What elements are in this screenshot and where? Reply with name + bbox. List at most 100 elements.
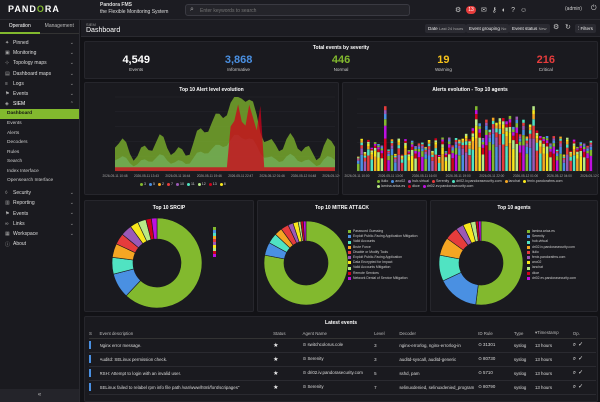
submenu-events[interactable]: Events — [7, 120, 22, 126]
donut-slice[interactable] — [151, 217, 158, 240]
submenu-rules[interactable]: Rules — [7, 149, 20, 155]
alert-legend-item[interactable]: 13 — [208, 182, 217, 186]
settings-icon[interactable]: ⚙ — [553, 24, 560, 31]
tab-operation[interactable]: Operation — [0, 20, 40, 34]
sidebar-item-events[interactable]: ⚑ Events ⌄ — [0, 89, 79, 99]
agents-legend-item[interactable]: dri02.iv.pandorasecurity.com — [452, 179, 502, 183]
legend-item[interactable]: Valid Accounts — [348, 239, 417, 244]
agent-name[interactable]: dri02.iv.pandorasecurity.com — [307, 370, 363, 375]
legend-item[interactable]: hub-virtual — [527, 239, 576, 244]
legend-item[interactable]: dkce — [527, 271, 576, 276]
user-name[interactable]: (admin) — [565, 6, 582, 12]
legend-item[interactable] — [213, 254, 218, 257]
legend-item[interactable]: ilulio — [527, 250, 576, 255]
alert-legend-item[interactable]: 2 — [158, 182, 164, 186]
sidebar-item-logs[interactable]: ≡ Logs ⌄ — [0, 79, 79, 89]
rule-id[interactable]: 31301 — [483, 342, 496, 347]
donut-slice[interactable] — [475, 220, 524, 306]
user-icon[interactable]: ☺ — [520, 6, 528, 14]
table-row[interactable]: SELinux failed to relabel rpm info file … — [89, 380, 596, 395]
zoom-icon[interactable]: ⌕ — [572, 384, 577, 390]
agent-name[interactable]: Serenity — [307, 356, 324, 361]
star-icon[interactable]: ★ — [273, 370, 279, 377]
zoom-icon[interactable]: ⌕ — [572, 356, 577, 362]
rule-id[interactable]: 80730 — [483, 356, 496, 361]
legend-item[interactable] — [213, 239, 218, 242]
agents-legend-item[interactable]: dkce — [408, 184, 420, 188]
alert-legend-item[interactable]: 5 — [149, 182, 155, 186]
agents-legend-item[interactable]: dri02.ev.pandorasecurity.com — [422, 184, 473, 188]
legend-item[interactable] — [213, 245, 218, 248]
table-row[interactable]: Nginx error message. ★ ⊙ switchcolorus.col… — [89, 338, 596, 353]
legend-item[interactable]: lanchat — [527, 265, 576, 270]
donut-slice[interactable] — [303, 220, 307, 242]
sidebar-item-security[interactable]: ◊ Security ⌄ — [0, 188, 79, 198]
event-status-filter[interactable]: Event status New — [509, 24, 550, 33]
legend-item[interactable]: ano02 — [527, 260, 576, 265]
breadcrumb[interactable]: SIEM — [86, 22, 96, 27]
submenu-dashboard[interactable]: Dashboard — [0, 109, 79, 119]
system-icon[interactable]: ◐ — [501, 6, 507, 14]
legend-item[interactable] — [213, 233, 218, 236]
legend-item[interactable]: Data Encrypted for Impact — [348, 260, 417, 265]
zoom-icon[interactable]: ⌕ — [572, 342, 577, 348]
col-rule[interactable]: ID Rule — [478, 329, 514, 339]
zoom-icon[interactable]: ⌕ — [572, 370, 577, 376]
legend-item[interactable]: Serenity — [527, 234, 576, 239]
col-level[interactable]: Level — [374, 329, 400, 339]
filters-button[interactable]: ⫶ Filters — [575, 24, 596, 33]
sidebar-item-reporting[interactable]: ▥ Reporting ⌄ — [0, 198, 79, 208]
validate-icon[interactable]: ✓ — [578, 370, 584, 376]
col-s[interactable]: S — [89, 329, 100, 339]
setup-icon[interactable]: ⚙ — [455, 7, 462, 14]
star-icon[interactable]: ★ — [273, 342, 279, 349]
alert-legend-item[interactable]: 8 — [219, 182, 226, 186]
legend-item[interactable]: lamina.arica.es — [527, 229, 576, 234]
sidebar-item-dashboard-maps[interactable]: ▤ Dashboard maps ⌄ — [0, 69, 79, 79]
sidebar-item-about[interactable]: ⓘ About — [0, 239, 79, 249]
legend-item[interactable]: dri02.ev.pandorasecurity.com — [527, 276, 576, 281]
legend-item[interactable]: fenix.pandorafms.com — [527, 255, 576, 260]
agent-name[interactable]: Serenity — [307, 384, 324, 389]
sidebar-item-monitoring[interactable]: ▣ Monitoring ⌄ — [0, 48, 79, 58]
agents-legend-item[interactable]: lamina.arica.es — [377, 184, 405, 188]
help-icon[interactable]: ? — [511, 6, 515, 14]
donut-slice[interactable] — [263, 220, 349, 306]
legend-item[interactable] — [213, 248, 218, 251]
alert-legend-item[interactable]: 10 — [176, 182, 184, 186]
legend-item[interactable] — [213, 227, 218, 230]
col-timestamp[interactable]: ▾Timestamp — [534, 329, 573, 339]
donut-slice[interactable] — [125, 217, 203, 309]
submenu-search[interactable]: Search — [7, 159, 23, 165]
alert-legend-item[interactable]: 3 — [140, 182, 146, 186]
rule-id[interactable]: 5710 — [483, 370, 493, 375]
legend-item[interactable]: Valid Accounts Mitigation — [348, 265, 417, 270]
agents-legend-item[interactable]: hub-virtual — [408, 179, 429, 183]
sidebar-item-workspace[interactable]: ▦ Workspace ⌄ — [0, 229, 79, 239]
submenu-alerts[interactable]: Alerts — [7, 130, 20, 136]
refresh-icon[interactable]: ↻ — [565, 24, 571, 31]
table-row[interactable]: Auditd: SELinux permission check. ★ ⊙ Sere… — [89, 352, 596, 367]
col-decoder[interactable]: Decoder — [399, 329, 479, 339]
legend-item[interactable]: Remote Services — [348, 271, 417, 276]
key-icon[interactable]: ⚷ — [491, 7, 497, 14]
legend-item[interactable]: Exploit Public-Facing Application — [348, 255, 417, 260]
donut-slice[interactable] — [478, 220, 482, 242]
sidebar-item-siem[interactable]: ◈ SIEM ⌃ — [0, 99, 79, 109]
col-description[interactable]: Event description — [99, 329, 274, 339]
agents-legend-item[interactable]: Serenity — [431, 179, 449, 183]
legend-item[interactable] — [213, 251, 218, 254]
legend-item[interactable]: dri02.iv.pandorasecurity.com — [527, 245, 576, 250]
star-icon[interactable]: ★ — [273, 384, 279, 391]
agent-name[interactable]: switchcolorus.cole — [307, 342, 344, 347]
legend-item[interactable]: Disable or Modify Tools — [348, 250, 417, 255]
pandora-logo[interactable]: PANDORA — [8, 4, 60, 14]
alert-legend-item[interactable]: 11 — [187, 182, 195, 186]
logout-icon[interactable]: ⏻ — [591, 5, 597, 12]
notification-icon[interactable]: ✉ — [480, 7, 487, 14]
agents-legend-item[interactable]: ano02 — [391, 179, 405, 183]
alert-legend-item[interactable]: 12 — [197, 182, 206, 186]
star-icon[interactable]: ★ — [273, 356, 279, 363]
agents-legend-item[interactable]: fenix.pandorafms.com — [523, 179, 563, 183]
event-grouping-filter[interactable]: Event grouping No — [466, 24, 510, 33]
